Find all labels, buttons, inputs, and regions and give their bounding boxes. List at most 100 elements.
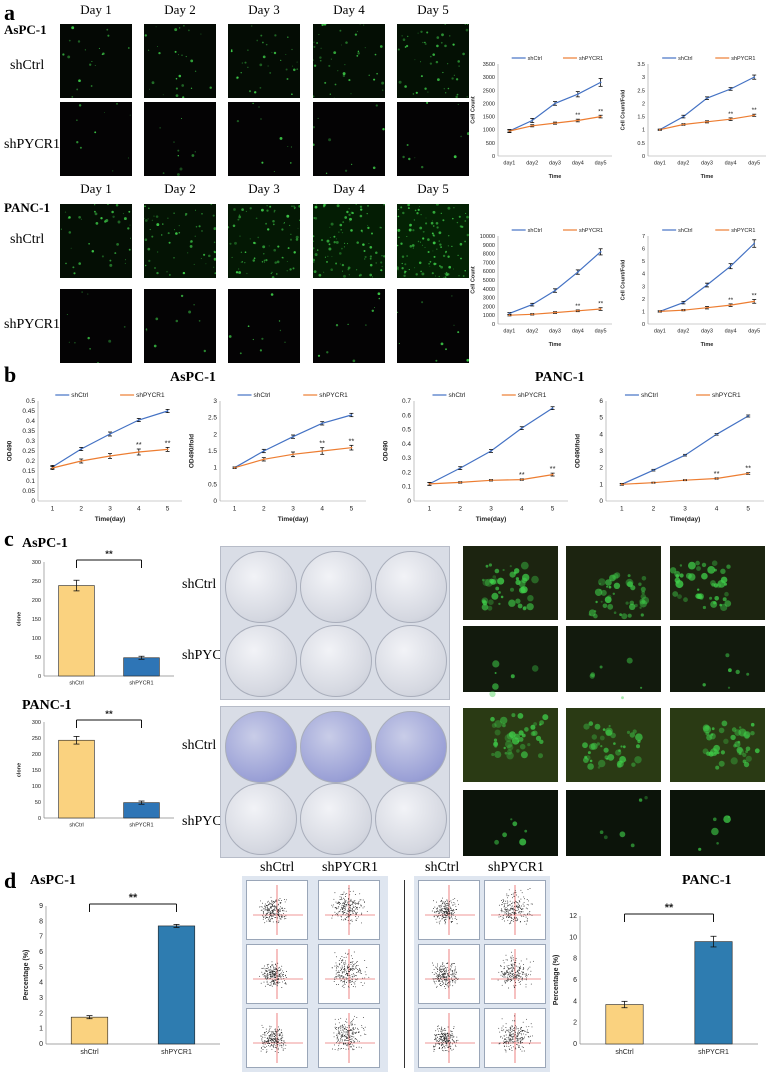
data-point	[652, 481, 655, 484]
series-line-shctrl	[509, 251, 601, 314]
x-tick-label: day5	[748, 329, 760, 335]
y-tick-label: 0.45	[22, 408, 35, 415]
micrograph-image	[312, 104, 385, 174]
colony-fluorescence-image	[566, 626, 661, 700]
y-tick-label: 1	[213, 465, 217, 472]
y-axis-label: OD490	[383, 440, 390, 461]
colony-fluorescence-image	[463, 790, 558, 856]
chart-a2: 0 0.5 1 1.5 2 2.5 3 3.5 day1 day2 day3 day4 day5 Time…	[621, 56, 766, 180]
micrograph-image	[144, 203, 217, 276]
y-tick-label: 8	[573, 956, 577, 963]
y-axis-label: Percentage (%)	[553, 955, 560, 1006]
data-point	[551, 473, 554, 476]
x-tick-label: 3	[683, 506, 687, 513]
y-tick-label: 3000	[483, 296, 495, 302]
day-label: Day 1	[80, 2, 112, 17]
legend-label: shPYCR1	[319, 392, 348, 399]
data-point	[80, 460, 83, 462]
data-point	[753, 76, 756, 79]
y-axis-label: Cell Count/Fold	[621, 90, 627, 131]
y-tick-label: 4	[599, 431, 603, 438]
cell-line-label-panc: PANC-1	[535, 370, 585, 385]
cell-line-label-aspc: AsPC-1	[22, 536, 68, 551]
data-point	[508, 314, 511, 317]
x-tick-label: 1	[620, 506, 624, 513]
x-tick-label: day4	[725, 329, 737, 335]
data-point	[682, 301, 685, 304]
y-tick-label: 0	[407, 498, 411, 505]
chart-c1: 0 50 100 150 200 250 300 clone shCtrl shPYCR1 **	[17, 549, 174, 687]
colony-cells	[669, 560, 732, 611]
data-point	[658, 128, 661, 131]
data-point	[706, 284, 708, 286]
significance-label: **	[752, 292, 758, 299]
flow-label-shpycr1: shPYCR1	[322, 860, 379, 875]
colony-plate-panc	[220, 706, 450, 858]
data-point	[166, 448, 169, 451]
y-tick-label: 0	[38, 816, 41, 822]
y-tick-label: 2	[599, 465, 603, 472]
chart-d1: 0 1 2 3 4 5 6 7 8 9 Percentage (%) shCtrl shPYCR1 **	[23, 892, 220, 1056]
data-point	[715, 477, 718, 480]
x-tick-label: 4	[137, 506, 141, 513]
y-tick-label: 100	[32, 784, 41, 790]
micrograph-image	[312, 203, 386, 278]
y-tick-label: 10000	[480, 234, 495, 240]
row-label-shpycr1: shPYCR1	[4, 317, 61, 332]
fluorescence-micrograph	[60, 203, 132, 278]
flow-scatter-plot	[318, 1008, 380, 1068]
significance-label: **	[598, 108, 604, 115]
data-point	[520, 427, 523, 430]
x-axis-label: Time(day)	[95, 516, 126, 523]
x-tick-label: day2	[526, 161, 538, 167]
culture-dish	[300, 711, 372, 783]
flow-scatter-plot	[484, 880, 546, 940]
y-tick-label: 2	[39, 1010, 43, 1017]
culture-dish	[225, 625, 297, 697]
y-tick-label: 0.7	[402, 398, 411, 405]
data-point	[576, 93, 579, 96]
flow-scatter-plot	[246, 880, 308, 940]
data-point	[729, 88, 732, 90]
fluorescence-micrograph	[397, 289, 470, 363]
y-tick-label: 4000	[483, 287, 495, 293]
x-tick-label: 4	[520, 506, 524, 513]
culture-dish	[300, 551, 372, 623]
fluorescence-micrograph	[228, 289, 300, 363]
y-tick-label: 4	[642, 272, 645, 278]
fluorescence-micrograph	[60, 24, 132, 98]
y-tick-label: 0.2	[402, 469, 411, 476]
y-tick-label: 7	[39, 934, 43, 941]
x-tick-label: day2	[677, 329, 689, 335]
culture-dish	[375, 551, 447, 623]
colony-fluorescence-image	[670, 626, 765, 692]
significance-label: **	[752, 107, 758, 114]
fluorescence-micrograph	[228, 102, 300, 176]
colony-fluorescence-image	[463, 626, 558, 698]
y-tick-label: 0.35	[22, 428, 35, 435]
fluorescence-micrograph	[397, 101, 470, 176]
fluorescence-micrograph	[60, 289, 132, 364]
data-point	[459, 481, 462, 484]
x-tick-label: shPYCR1	[698, 1049, 729, 1056]
x-tick-label: day3	[701, 161, 713, 167]
x-tick-label: 5	[166, 506, 170, 513]
y-tick-label: 0.6	[402, 412, 411, 419]
y-tick-label: 5	[599, 415, 603, 422]
micrograph-image	[312, 22, 385, 99]
significance-label: **	[745, 464, 751, 473]
culture-dish	[225, 711, 297, 783]
data-point	[262, 450, 265, 452]
significance-label: **	[714, 469, 720, 478]
chart-d2: 0 2 4 6 8 10 12 Percentage (%) shCtrl shPYCR1 **	[553, 902, 758, 1056]
fluorescence-micrograph	[396, 202, 470, 279]
fluorescence-micrograph	[144, 102, 216, 176]
x-axis-label: Time(day)	[670, 516, 701, 523]
legend-label: shPYCR1	[731, 56, 755, 62]
data-point	[753, 114, 756, 117]
y-tick-label: 0.5	[402, 427, 411, 434]
data-point	[508, 312, 511, 315]
data-point	[80, 448, 83, 450]
x-axis-label: Time	[549, 342, 562, 348]
flow-scatter-plot	[246, 944, 308, 1004]
